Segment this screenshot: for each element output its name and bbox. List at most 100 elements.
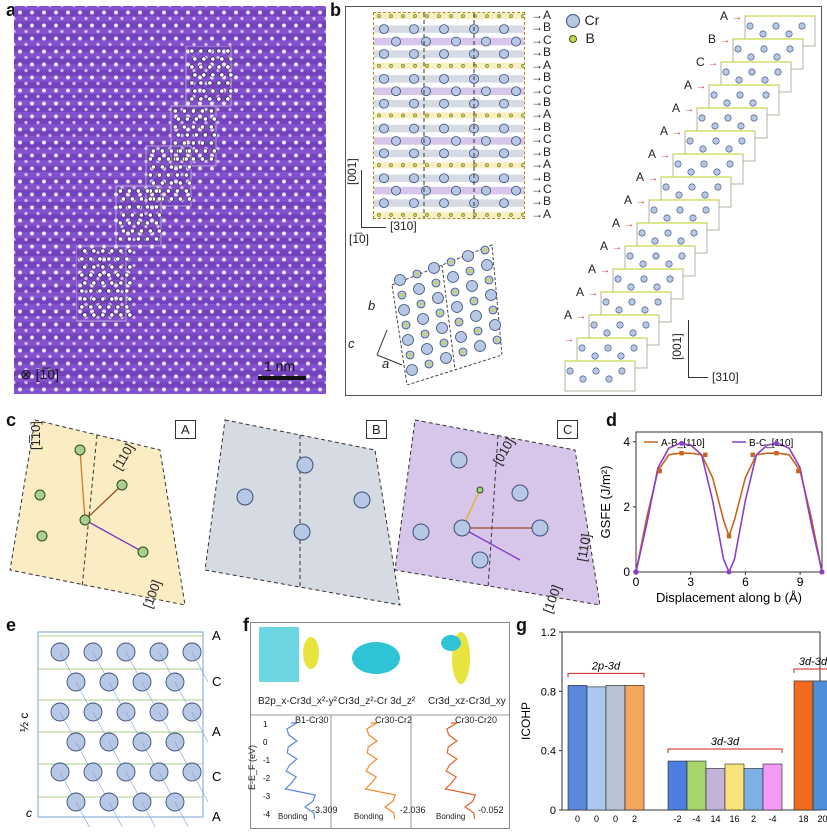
overlay-atom [128, 297, 132, 301]
cr-atom [603, 299, 609, 305]
legend-label: B-C_[110] [749, 438, 794, 449]
step-arrow: → [720, 35, 730, 46]
bar [725, 764, 744, 810]
x-tick-label: 14 [710, 814, 720, 824]
cr-atom [617, 322, 623, 328]
b-atom [521, 213, 524, 216]
cr-atom [475, 341, 486, 352]
step-label: A [636, 170, 644, 184]
b-atom [497, 213, 500, 216]
overlay-atom [193, 57, 197, 61]
cr-atom [616, 307, 622, 313]
cr-atom [422, 37, 431, 46]
stack-letters: →A→B→C→B→A→B→C→B→A→B→C→B→A→B→C→B→A [525, 6, 545, 221]
overlay-atom [98, 305, 102, 309]
cohp-value-2: -2.036 [400, 805, 426, 815]
b-atom [497, 163, 500, 166]
b-atom [427, 362, 431, 366]
overlay-atom [136, 237, 140, 241]
overlay-atom [101, 313, 105, 317]
cr-atom [725, 115, 731, 121]
cr-atom [482, 37, 491, 46]
x-tick-label: 2 [751, 814, 756, 824]
overlay-atom [136, 205, 140, 209]
overlay-atom [208, 97, 212, 101]
cr-atom [452, 37, 461, 46]
y-axis-label: GSFE (J/m²) [600, 466, 613, 539]
overlay-atom [125, 305, 129, 309]
cr-atom [724, 100, 730, 106]
cohp-value-3: -0.052 [478, 805, 504, 815]
overlay-atom [118, 221, 122, 225]
cr-atom [471, 311, 482, 322]
cr-atom [395, 275, 406, 286]
b-atom [408, 353, 412, 357]
cr-atom [750, 100, 756, 106]
b-atom [401, 64, 404, 67]
bar [687, 761, 706, 810]
overlay-atom [139, 229, 143, 233]
overlay-atom [157, 229, 161, 233]
b-atom [425, 213, 428, 216]
cr-atom [654, 284, 660, 290]
cr-atom [641, 276, 647, 282]
b-atom [401, 163, 404, 166]
overlay-atom [187, 181, 191, 185]
step-arrow: → [684, 104, 694, 115]
overlay-atom [160, 165, 164, 169]
cr-atom [440, 149, 449, 158]
cr-atom [410, 174, 419, 183]
cr-atom [380, 174, 389, 183]
cr-atom [500, 199, 509, 208]
overlay-atom [187, 165, 191, 169]
overlay-atom [185, 133, 189, 137]
overlay-atom [202, 89, 206, 93]
axis-310-right: [310] [712, 370, 739, 384]
overlay-atom [200, 157, 204, 161]
b-atom [413, 213, 416, 216]
overlay-atom [169, 149, 173, 153]
cr-atom [773, 23, 779, 29]
cr-atom [422, 344, 433, 355]
overlay-atom [118, 237, 122, 241]
overlay-atom [119, 297, 123, 301]
x-tick-label: 20 [817, 814, 827, 824]
cr-atom [512, 136, 521, 145]
cr-atom [452, 186, 461, 195]
b-atom [449, 260, 453, 264]
overlay-atom [136, 221, 140, 225]
cr-atom [712, 123, 718, 129]
cr-atom [618, 353, 624, 359]
b-atom [476, 329, 480, 333]
overlay-atom [92, 297, 96, 301]
cr-atom [452, 302, 463, 313]
b-atom [468, 269, 472, 273]
overlay-atom [107, 273, 111, 277]
b-atom [389, 114, 392, 117]
orbital-lobe [352, 642, 400, 674]
b-atom [487, 278, 491, 282]
b-atom [461, 114, 464, 117]
overlay-atom [211, 89, 215, 93]
data-point [658, 469, 662, 473]
cr-atom [675, 161, 681, 167]
b-atom [485, 64, 488, 67]
overlay-atom [119, 281, 123, 285]
cr-atom [500, 149, 509, 158]
cr-atom [593, 368, 599, 374]
overlay-atom [101, 265, 105, 269]
overlay-atom [130, 197, 134, 201]
cr-atom [399, 305, 410, 316]
overlay-atom [148, 173, 152, 177]
orbital-title-1: B2p_x-Cr3d_x²-y² [258, 696, 337, 707]
overlay-atom [125, 257, 129, 261]
overlay-atom [208, 49, 212, 53]
overlay-atom [202, 57, 206, 61]
cr-atom [452, 87, 461, 96]
bar [813, 681, 827, 810]
cr-atom [410, 50, 419, 59]
overlay-atom [212, 133, 216, 137]
b-atom [413, 163, 416, 166]
cr-atom [440, 99, 449, 108]
b-atom [509, 163, 512, 166]
